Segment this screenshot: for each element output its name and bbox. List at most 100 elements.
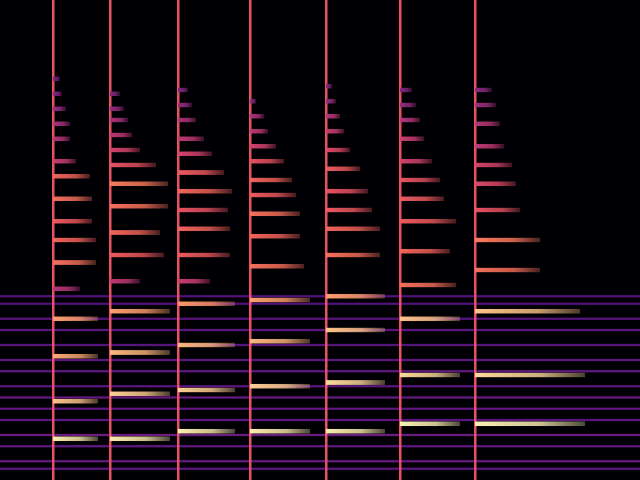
partial: [110, 91, 120, 96]
partial: [53, 354, 98, 359]
partial: [178, 279, 210, 284]
partial: [53, 106, 66, 111]
partial: [326, 129, 344, 134]
marks: [0, 0, 640, 480]
partial: [475, 163, 512, 168]
partial: [400, 88, 412, 93]
partial: [110, 106, 124, 111]
partial: [326, 189, 368, 194]
note: [109, 0, 170, 480]
partial: [178, 343, 235, 348]
partial: [250, 234, 300, 239]
partial: [53, 238, 96, 243]
partial: [326, 166, 360, 171]
partial: [178, 429, 235, 434]
note: [52, 0, 98, 480]
partial: [250, 144, 276, 149]
partial: [53, 260, 96, 265]
partial: [250, 114, 264, 119]
partial: [53, 91, 62, 96]
partial: [326, 294, 385, 299]
noise-band: [0, 408, 640, 410]
noise-band: [0, 445, 640, 447]
partial: [53, 219, 92, 224]
partial: [53, 121, 70, 126]
note: [249, 0, 310, 480]
partial: [110, 148, 140, 153]
partial: [178, 189, 232, 194]
partial: [110, 118, 128, 123]
chart-svg: [0, 0, 640, 480]
partial: [53, 136, 70, 141]
partial: [53, 174, 90, 179]
partial: [110, 436, 170, 441]
partial: [475, 268, 540, 273]
partial: [326, 380, 385, 385]
partial: [53, 76, 60, 81]
partial: [475, 181, 516, 186]
attack: [325, 0, 328, 480]
partial: [475, 121, 500, 126]
partial: [178, 118, 196, 123]
attack: [109, 0, 112, 480]
partial: [178, 226, 230, 231]
partial: [250, 298, 310, 303]
partial: [178, 88, 188, 93]
noise-band: [0, 329, 640, 331]
partial: [475, 208, 520, 213]
attack: [177, 0, 180, 480]
partial: [400, 373, 460, 378]
partial: [178, 301, 235, 306]
partial: [326, 114, 340, 119]
partial: [178, 103, 192, 108]
noise-band: [0, 396, 640, 398]
attack: [249, 0, 252, 480]
note: [325, 0, 385, 480]
noise-band: [0, 468, 640, 470]
note: [177, 0, 235, 480]
partial: [475, 309, 580, 314]
partial: [400, 219, 456, 224]
partial: [326, 148, 350, 153]
partial: [178, 208, 228, 213]
partial: [475, 144, 504, 149]
partial: [400, 196, 444, 201]
noise-band: [0, 385, 640, 387]
partial: [475, 421, 585, 426]
partial: [178, 136, 204, 141]
partial: [250, 193, 296, 198]
noise-band: [0, 370, 640, 372]
partial: [110, 230, 160, 235]
partial: [110, 253, 164, 258]
partial: [400, 103, 416, 108]
partial: [178, 151, 212, 156]
partial: [53, 286, 80, 291]
noise-band: [0, 295, 640, 297]
partial: [400, 316, 460, 321]
partial: [326, 253, 380, 258]
plot: [0, 0, 640, 480]
noise-band: [0, 460, 640, 462]
plot-background: [0, 0, 640, 480]
partial: [400, 283, 456, 288]
partial: [250, 339, 310, 344]
partial: [53, 196, 92, 201]
partial: [53, 159, 76, 164]
partial: [178, 253, 230, 258]
partial: [326, 84, 332, 89]
partial: [475, 373, 585, 378]
partial: [178, 170, 224, 175]
partial: [326, 99, 336, 104]
partial: [250, 129, 268, 134]
attack: [399, 0, 402, 480]
noise-band: [0, 359, 640, 361]
partial: [250, 211, 300, 216]
noise-band: [0, 434, 640, 436]
partial: [475, 88, 492, 93]
partial: [400, 421, 460, 426]
partial: [178, 388, 235, 393]
partial: [250, 159, 284, 164]
partial: [250, 429, 310, 434]
partial: [53, 399, 98, 404]
note: [474, 0, 585, 480]
